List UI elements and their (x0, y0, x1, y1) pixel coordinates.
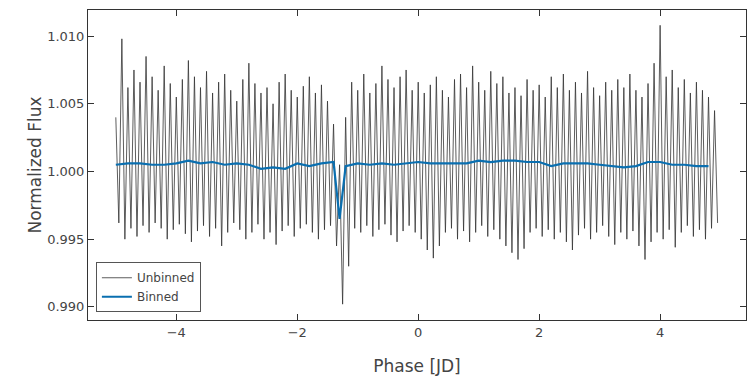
svg-text:4: 4 (656, 325, 664, 340)
svg-text:Normalized Flux: Normalized Flux (25, 96, 45, 233)
svg-text:2: 2 (535, 325, 543, 340)
svg-text:Phase [JD]: Phase [JD] (373, 356, 461, 376)
svg-text:Unbinned: Unbinned (137, 271, 195, 285)
svg-text:−2: −2 (288, 325, 307, 340)
svg-text:0: 0 (414, 325, 422, 340)
svg-text:−4: −4 (167, 325, 186, 340)
svg-text:1.005: 1.005 (47, 96, 84, 111)
svg-text:0.990: 0.990 (47, 299, 84, 314)
svg-text:Binned: Binned (137, 290, 179, 304)
svg-text:1.000: 1.000 (47, 164, 84, 179)
svg-text:0.995: 0.995 (47, 232, 84, 247)
svg-text:1.010: 1.010 (47, 29, 84, 44)
